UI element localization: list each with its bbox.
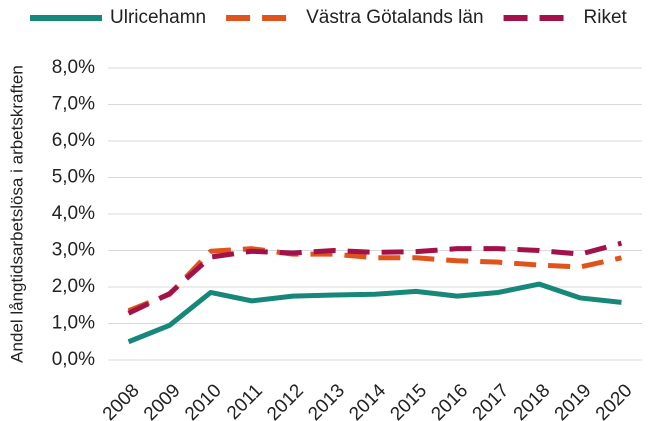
series-line [127,246,623,314]
x-tick-label: 2017 [469,380,514,421]
x-tick-label: 2015 [386,380,431,421]
y-axis-label: Andel långtidsarbetslösa i arbetskraften [7,65,26,363]
legend-label: Ulricehamn [110,7,206,28]
x-tick-label: 2018 [510,380,555,421]
x-tick-label: 2014 [345,380,390,421]
x-tick-label: 2013 [304,380,349,421]
y-tick-label: 3,0% [52,240,95,261]
legend-label: Riket [584,7,628,28]
x-tick-label: 2008 [99,380,144,421]
y-tick-label: 0,0% [52,349,95,370]
legend-label: Västra Götalands län [306,7,483,28]
x-tick-label: 2016 [427,380,472,421]
x-tick-label: 2011 [223,380,267,421]
y-tick-label: 7,0% [52,94,95,115]
y-tick-label: 6,0% [52,130,95,151]
y-tick-label: 5,0% [52,167,95,188]
x-tick-label: 2010 [181,380,226,421]
x-tick-label: 2012 [263,380,308,421]
x-tick-label: 2020 [592,380,637,421]
series-line [127,240,623,316]
x-tick-label: 2019 [551,380,596,421]
y-tick-label: 1,0% [52,313,95,334]
series-line [127,281,622,345]
x-tick-label: 2009 [140,380,185,421]
y-tick-label: 2,0% [52,276,95,297]
y-tick-label: 8,0% [52,57,95,78]
y-tick-label: 4,0% [52,203,95,224]
